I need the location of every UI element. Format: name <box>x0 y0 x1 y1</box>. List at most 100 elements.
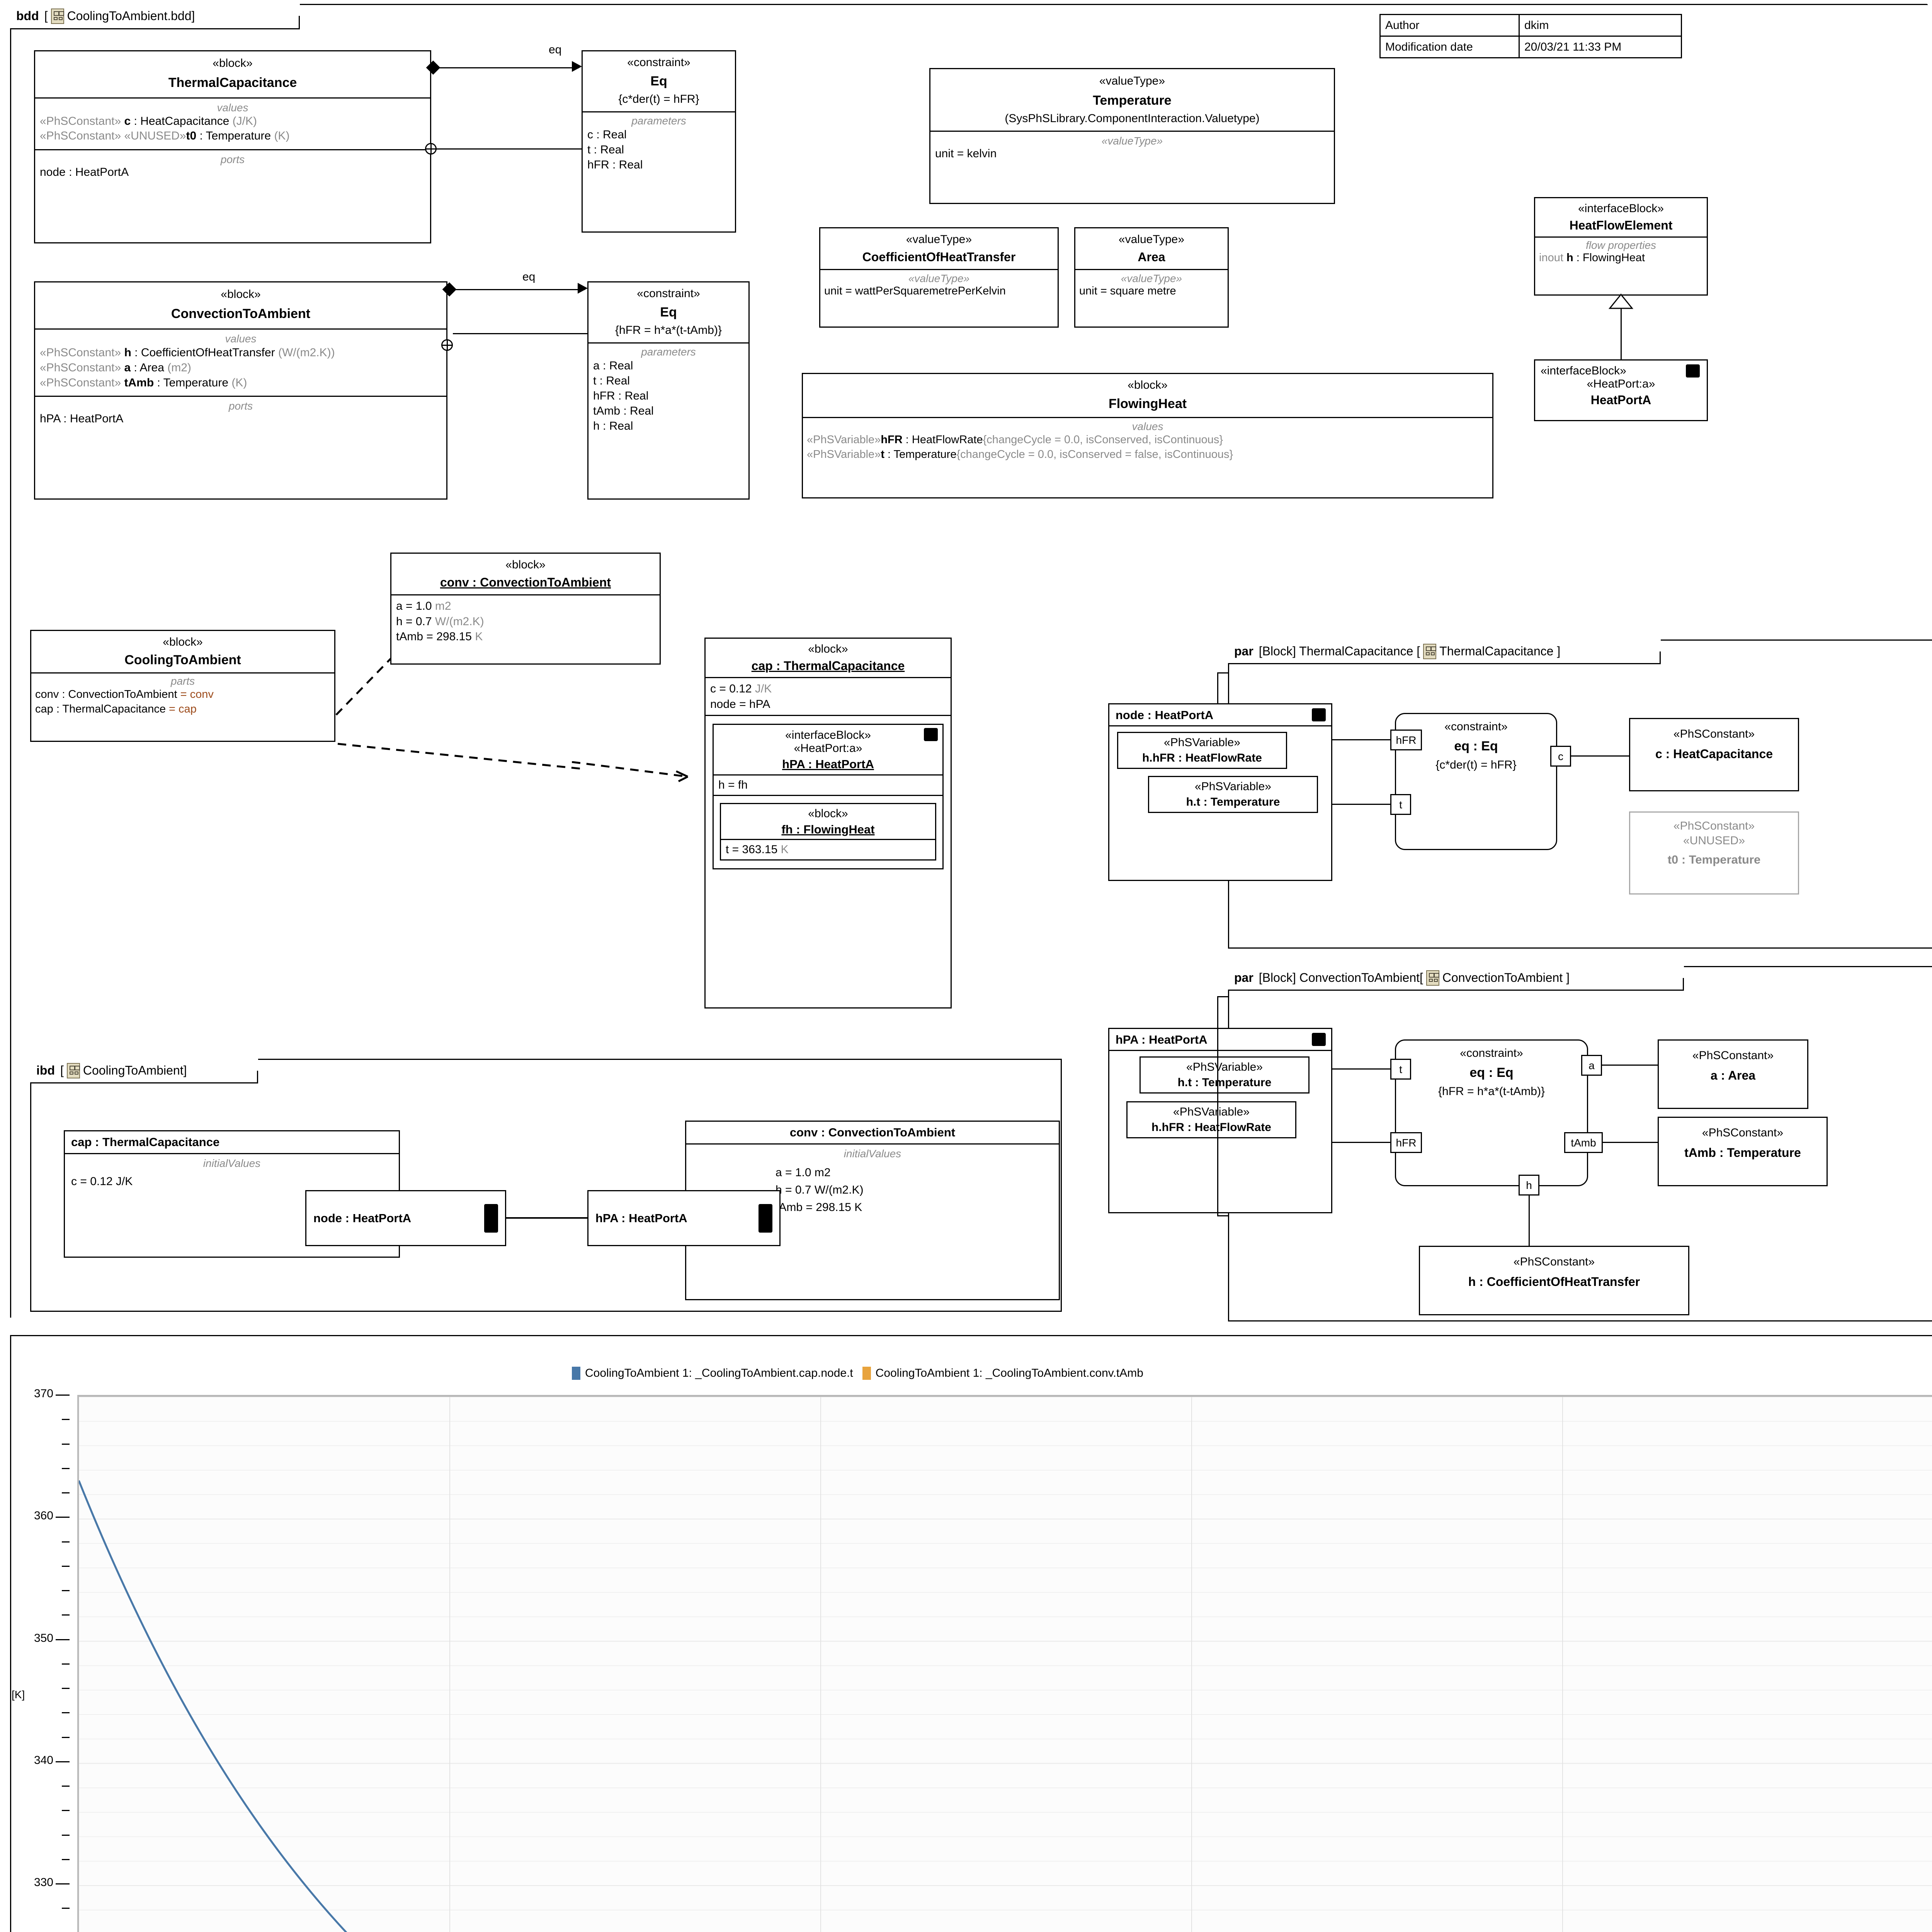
par-constant-c-heatcapacitance[interactable]: «PhSConstant» c : HeatCapacitance <box>1629 718 1799 791</box>
valuetype-name: CoefficientOfHeatTransfer <box>862 250 1016 264</box>
y-tick-mark <box>56 1517 70 1518</box>
par-pin-hfr[interactable]: hFR <box>1390 1132 1422 1153</box>
ibd-port-node[interactable]: node : HeatPortA <box>305 1190 506 1246</box>
slot-text: c = 0.12 <box>710 682 755 695</box>
y-tick-label: 370 <box>34 1387 53 1400</box>
par-pin-c[interactable]: c <box>1550 746 1571 767</box>
par-pin-h[interactable]: h <box>1519 1175 1539 1196</box>
flow-properties-header: flow properties <box>1585 239 1656 251</box>
compartment-header: «valueType» <box>1121 272 1182 284</box>
par-variable-hfr[interactable]: «PhSVariable» h.hFR : HeatFlowRate <box>1117 732 1287 769</box>
constraint-eq-thermal[interactable]: «constraint» Eq {c*der(t) = hFR} paramet… <box>582 50 736 233</box>
values-header: values <box>1132 420 1163 432</box>
flow-direction: inout <box>1539 252 1566 264</box>
valuetype-temperature[interactable]: «valueType» Temperature (SysPhSLibrary.C… <box>929 68 1335 204</box>
valuetype-coefficient-of-heat-transfer[interactable]: «valueType» CoefficientOfHeatTransfer «v… <box>819 227 1059 328</box>
frame-connector <box>1217 996 1218 1216</box>
par-variable-ht[interactable]: «PhSVariable» h.t : Temperature <box>1139 1056 1310 1094</box>
table-row: Author dkim <box>1379 14 1682 37</box>
instance-conv-convection-to-ambient[interactable]: «block» conv : ConvectionToAmbient a = 1… <box>390 553 661 665</box>
par-constant-a-area[interactable]: «PhSConstant» a : Area <box>1658 1039 1808 1109</box>
par-pin-t[interactable]: t <box>1390 794 1411 815</box>
parameter-item: c : Real <box>587 128 627 141</box>
binding-connector <box>1332 739 1390 740</box>
value-property: «PhSConstant» tAmb : Temperature (K) <box>40 375 442 390</box>
variable-name: h.t : Temperature <box>1186 796 1280 808</box>
value-stereotype: «PhSConstant» <box>40 346 121 359</box>
constraint-name: eq : Eq <box>1454 739 1498 753</box>
compartment-header: «valueType» <box>1101 135 1163 147</box>
value-name: t <box>881 448 884 461</box>
par-constraint-eq-convection[interactable]: «constraint» eq : Eq {hFR = h*a*(t-tAmb)… <box>1395 1039 1588 1186</box>
nested-instance-fh-flowingheat[interactable]: «block» fh : FlowingHeat t = 363.15 K <box>720 803 936 861</box>
part-property: cap : ThermalCapacitance = cap <box>35 702 330 717</box>
arrow-head-icon <box>572 61 582 72</box>
value-property: «PhSVariable»hFR : HeatFlowRate{changeCy… <box>807 433 1488 447</box>
block-thermal-capacitance[interactable]: «block» ThermalCapacitance values «PhSCo… <box>34 50 431 243</box>
nested-instance-hpa-heatporta[interactable]: «interfaceBlock» «HeatPort:a» hPA : Heat… <box>713 724 944 870</box>
constraint-stereotype: «constraint» <box>1460 1047 1523 1060</box>
value-name: c <box>121 115 134 128</box>
y-minor-tick <box>62 1614 70 1616</box>
valuetype-area[interactable]: «valueType» Area «valueType» unit = squa… <box>1074 227 1229 328</box>
sysml-par-icon <box>1426 970 1439 986</box>
initial-value: tAmb = 298.15 K <box>776 1201 862 1214</box>
binding-connector <box>1529 1196 1530 1246</box>
nested-stereotype-2: «HeatPort:a» <box>794 742 862 755</box>
frame-connector <box>1217 672 1229 673</box>
flow-port-icon <box>484 1204 498 1233</box>
block-stereotype: «block» <box>221 288 261 301</box>
constant-name: h : CoefficientOfHeatTransfer <box>1468 1275 1640 1289</box>
chart-plot-area <box>77 1395 1932 1932</box>
par-constant-t0-unused[interactable]: «PhSConstant» «UNUSED» t0 : Temperature <box>1629 811 1799 895</box>
nested-stereotype: «interfaceBlock» <box>785 729 871 742</box>
block-convection-to-ambient[interactable]: «block» ConvectionToAmbient values «PhSC… <box>34 281 447 500</box>
par-constant-h-coefficient[interactable]: «PhSConstant» h : CoefficientOfHeatTrans… <box>1419 1246 1689 1315</box>
ports-header: ports <box>228 400 253 412</box>
ibd-frame-bracket: [ <box>60 1063 64 1077</box>
value-stereotype: «PhSConstant» <box>40 115 121 128</box>
compartment-header: «valueType» <box>908 272 970 284</box>
block-flowing-heat[interactable]: «block» FlowingHeat values «PhSVariable»… <box>802 373 1493 498</box>
par-variable-ht[interactable]: «PhSVariable» h.t : Temperature <box>1148 776 1318 813</box>
par-constant-tamb-temperature[interactable]: «PhSConstant» tAmb : Temperature <box>1658 1117 1828 1186</box>
par-pin-t[interactable]: t <box>1390 1059 1411 1080</box>
parameters-header: parameters <box>631 115 686 127</box>
bdd-frame-kind: bdd <box>16 9 39 23</box>
par-constraint-eq-thermal[interactable]: «constraint» eq : Eq {c*der(t) = hFR} <box>1395 713 1557 850</box>
legend-item: CoolingToAmbient 1: _CoolingToAmbient.ca… <box>572 1367 853 1380</box>
nested-block-slot: t = 363.15 K <box>721 839 935 859</box>
instance-cap-thermal-capacitance[interactable]: «block» cap : ThermalCapacitance c = 0.1… <box>704 638 952 1009</box>
port-property: node : HeatPortA <box>40 165 129 179</box>
valuetype-stereotype: «valueType» <box>1118 233 1185 246</box>
part-text: conv : ConvectionToAmbient <box>35 688 180 701</box>
y-minor-tick <box>62 1468 70 1469</box>
block-cooling-to-ambient[interactable]: «block» CoolingToAmbient parts conv : Co… <box>30 630 335 742</box>
par-pin-a[interactable]: a <box>1581 1055 1602 1076</box>
block-name: FlowingHeat <box>1108 396 1187 411</box>
par-pin-hfr[interactable]: hFR <box>1390 730 1422 750</box>
interfaceblock-heat-port-a[interactable]: «interfaceBlock» «HeatPort:a» HeatPortA <box>1534 359 1708 421</box>
y-minor-tick <box>62 1492 70 1493</box>
constant-stereotype: «PhSConstant» <box>1673 728 1755 740</box>
par-port-block-hpa[interactable]: hPA : HeatPortA «PhSVariable» h.t : Temp… <box>1108 1028 1332 1213</box>
slot-text: h = 0.7 <box>396 615 435 628</box>
slot-text: t = 363.15 <box>726 843 781 856</box>
y-minor-tick <box>62 1859 70 1860</box>
valuetype-qualified-name: (SysPhSLibrary.ComponentInteraction.Valu… <box>1005 112 1260 125</box>
constraint-eq-convection[interactable]: «constraint» Eq {hFR = h*a*(t-tAmb)} par… <box>587 281 750 500</box>
par-variable-hhfr[interactable]: «PhSVariable» h.hFR : HeatFlowRate <box>1126 1101 1296 1138</box>
chart-gridlines <box>79 1397 1932 1932</box>
ibd-frame-kind: ibd <box>36 1063 55 1077</box>
port-label: hPA : HeatPortA <box>595 1211 687 1225</box>
initial-values-header: initialValues <box>844 1148 901 1160</box>
binding-connector <box>1332 1068 1390 1070</box>
par-pin-tamb[interactable]: tAmb <box>1564 1132 1603 1153</box>
ibd-port-hpa[interactable]: hPA : HeatPortA <box>587 1190 781 1246</box>
nested-block-name: fh : FlowingHeat <box>781 823 875 837</box>
par-port-block-node[interactable]: node : HeatPortA «PhSVariable» h.hFR : H… <box>1108 703 1332 881</box>
variable-name: h.hFR : HeatFlowRate <box>1151 1121 1271 1134</box>
interfaceblock-heat-flow-element[interactable]: «interfaceBlock» HeatFlowElement flow pr… <box>1534 197 1708 296</box>
value-type: : Temperature <box>199 129 274 143</box>
parameter-item: hFR : Real <box>587 158 643 171</box>
